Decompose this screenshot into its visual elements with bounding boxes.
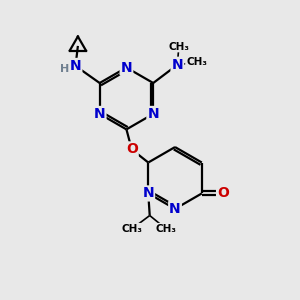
Text: O: O xyxy=(126,142,138,156)
Text: N: N xyxy=(147,107,159,121)
Text: N: N xyxy=(121,61,132,75)
Text: O: O xyxy=(217,186,229,200)
Text: N: N xyxy=(142,186,154,200)
Text: N: N xyxy=(70,59,81,73)
Text: CH₃: CH₃ xyxy=(168,41,189,52)
Text: N: N xyxy=(172,58,183,72)
Text: H: H xyxy=(60,64,69,74)
Text: CH₃: CH₃ xyxy=(122,224,142,234)
Text: N: N xyxy=(94,107,106,121)
Text: CH₃: CH₃ xyxy=(186,57,207,68)
Text: N: N xyxy=(169,202,181,216)
Text: CH₃: CH₃ xyxy=(155,224,176,234)
